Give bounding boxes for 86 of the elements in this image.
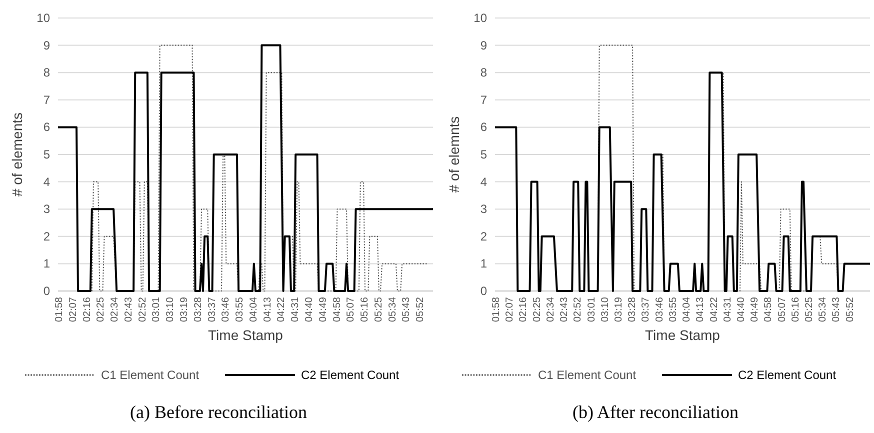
x-tick-label: 05:52 bbox=[415, 296, 426, 322]
x-tick-label: 04:22 bbox=[708, 296, 720, 322]
x-tick-label: 02:52 bbox=[572, 296, 584, 322]
y-tick-label: 5 bbox=[480, 148, 488, 162]
y-tick-label: 8 bbox=[480, 66, 488, 80]
x-tick-label: 03:19 bbox=[179, 296, 190, 322]
x-tick-label: 04:49 bbox=[318, 296, 329, 322]
y-tick-label: 1 bbox=[480, 256, 488, 271]
legend-label: C1 Element Count bbox=[101, 368, 200, 382]
x-tick-label: 05:52 bbox=[844, 296, 856, 322]
y-tick-label: 10 bbox=[36, 11, 50, 25]
x-tick-label: 04:13 bbox=[695, 296, 706, 322]
x-tick-label: 05:07 bbox=[776, 296, 788, 322]
x-axis-title: Time Stamp bbox=[645, 327, 720, 343]
x-axis-title: Time Stamp bbox=[208, 327, 284, 343]
x-tick-label: 04:04 bbox=[682, 296, 693, 322]
x-tick-label: 01:58 bbox=[491, 296, 502, 322]
x-tick-label: 03:55 bbox=[668, 296, 679, 322]
x-tick-label: 02:16 bbox=[82, 296, 93, 322]
y-tick-label: 2 bbox=[43, 229, 50, 244]
x-tick-label: 02:52 bbox=[137, 296, 148, 322]
y-axis-title: # of elemnts bbox=[446, 116, 462, 193]
text: C2 Element Count bbox=[738, 368, 837, 382]
x-tick-label: 05:43 bbox=[401, 296, 412, 322]
y-tick-label: 9 bbox=[43, 38, 50, 52]
x-tick-label: 01:58 bbox=[54, 296, 65, 322]
y-tick-label: 3 bbox=[43, 202, 50, 216]
y-tick-label: 10 bbox=[474, 11, 488, 25]
x-tick-label: 05:16 bbox=[360, 296, 371, 322]
y-tick-label: 6 bbox=[480, 120, 488, 134]
x-tick-label: 04:40 bbox=[304, 296, 315, 322]
x-tick-label: 04:49 bbox=[750, 296, 761, 322]
x-tick-label: 02:43 bbox=[559, 296, 570, 322]
y-tick-label: 2 bbox=[480, 229, 488, 244]
x-tick-label: 03:28 bbox=[192, 296, 204, 322]
text: (a) Before reconciliation bbox=[130, 402, 307, 422]
y-tick-label: 0 bbox=[480, 284, 488, 298]
text: C2 Element Count bbox=[301, 368, 400, 382]
y-tick-label: 7 bbox=[43, 92, 50, 107]
x-tick-label: 02:34 bbox=[110, 296, 121, 322]
y-tick-label: 3 bbox=[480, 202, 488, 216]
x-tick-label: 04:04 bbox=[248, 296, 260, 322]
y-tick-label: 4 bbox=[480, 174, 488, 189]
x-tick-label: 04:58 bbox=[332, 296, 343, 322]
x-tick-label: 02:07 bbox=[68, 296, 79, 322]
x-tick-label: 02:43 bbox=[123, 296, 134, 322]
x-tick-label: 03:10 bbox=[165, 296, 176, 322]
x-tick-label: 03:46 bbox=[220, 296, 232, 322]
x-tick-label: 05:07 bbox=[346, 296, 357, 322]
x-tick-label: 04:31 bbox=[290, 296, 302, 322]
x-tick-label: 04:13 bbox=[262, 296, 274, 322]
y-tick-label: 8 bbox=[43, 66, 50, 80]
x-tick-label: 03:01 bbox=[151, 296, 162, 322]
x-tick-label: 04:58 bbox=[763, 296, 774, 322]
text: (b) After reconciliation bbox=[572, 402, 738, 422]
x-tick-label: 03:55 bbox=[234, 296, 246, 322]
x-tick-label: 03:19 bbox=[613, 296, 624, 322]
y-tick-label: 9 bbox=[480, 38, 488, 52]
x-tick-label: 04:40 bbox=[736, 296, 747, 322]
y-tick-label: 1 bbox=[43, 256, 50, 271]
x-tick-label: 02:16 bbox=[518, 296, 530, 322]
x-tick-label: 02:25 bbox=[96, 296, 107, 322]
x-tick-label: 02:25 bbox=[532, 296, 543, 322]
x-tick-label: 05:25 bbox=[373, 296, 384, 322]
x-tick-label: 04:22 bbox=[276, 296, 288, 322]
y-axis-title: # of elements bbox=[9, 112, 25, 197]
x-tick-label: 05:16 bbox=[790, 296, 802, 322]
y-tick-label: 6 bbox=[43, 120, 50, 134]
y-tick-label: 5 bbox=[43, 148, 50, 162]
x-tick-label: 02:34 bbox=[545, 296, 556, 322]
x-tick-label: 03:46 bbox=[654, 296, 666, 322]
y-tick-label: 7 bbox=[480, 92, 488, 107]
y-tick-label: 0 bbox=[43, 284, 50, 298]
x-tick-label: 03:37 bbox=[206, 296, 218, 322]
x-tick-label: 05:43 bbox=[831, 296, 842, 322]
x-tick-label: 03:28 bbox=[627, 296, 638, 322]
x-tick-label: 05:34 bbox=[387, 296, 398, 322]
x-tick-label: 05:34 bbox=[818, 296, 829, 322]
x-tick-label: 04:31 bbox=[722, 296, 734, 322]
y-tick-label: 4 bbox=[43, 174, 50, 189]
x-tick-label: 03:37 bbox=[640, 296, 652, 322]
x-tick-label: 03:10 bbox=[600, 296, 611, 322]
x-tick-label: 02:07 bbox=[504, 296, 516, 322]
x-tick-label: 03:01 bbox=[586, 296, 598, 322]
legend-label: C1 Element Count bbox=[538, 368, 637, 382]
x-tick-label: 05:25 bbox=[804, 296, 816, 322]
